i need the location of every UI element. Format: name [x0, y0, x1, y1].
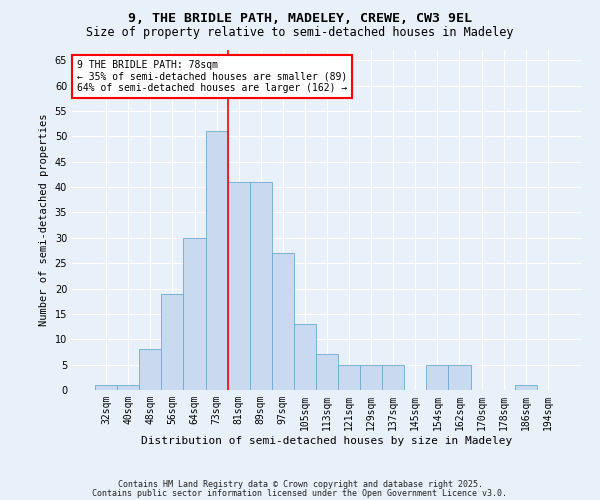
Text: Size of property relative to semi-detached houses in Madeley: Size of property relative to semi-detach… — [86, 26, 514, 39]
Bar — [338, 364, 360, 390]
Text: 9, THE BRIDLE PATH, MADELEY, CREWE, CW3 9EL: 9, THE BRIDLE PATH, MADELEY, CREWE, CW3 … — [128, 12, 472, 26]
Bar — [227, 182, 250, 390]
Bar — [360, 364, 382, 390]
X-axis label: Distribution of semi-detached houses by size in Madeley: Distribution of semi-detached houses by … — [142, 436, 512, 446]
Bar — [515, 385, 537, 390]
Bar — [448, 364, 470, 390]
Bar — [95, 385, 117, 390]
Text: Contains HM Land Registry data © Crown copyright and database right 2025.: Contains HM Land Registry data © Crown c… — [118, 480, 482, 489]
Bar — [382, 364, 404, 390]
Bar — [184, 238, 206, 390]
Text: Contains public sector information licensed under the Open Government Licence v3: Contains public sector information licen… — [92, 488, 508, 498]
Bar — [161, 294, 184, 390]
Bar — [250, 182, 272, 390]
Bar — [427, 364, 448, 390]
Text: 9 THE BRIDLE PATH: 78sqm
← 35% of semi-detached houses are smaller (89)
64% of s: 9 THE BRIDLE PATH: 78sqm ← 35% of semi-d… — [77, 60, 347, 94]
Bar — [316, 354, 338, 390]
Bar — [206, 131, 227, 390]
Bar — [117, 385, 139, 390]
Bar — [272, 253, 294, 390]
Y-axis label: Number of semi-detached properties: Number of semi-detached properties — [39, 114, 49, 326]
Bar — [294, 324, 316, 390]
Bar — [139, 350, 161, 390]
